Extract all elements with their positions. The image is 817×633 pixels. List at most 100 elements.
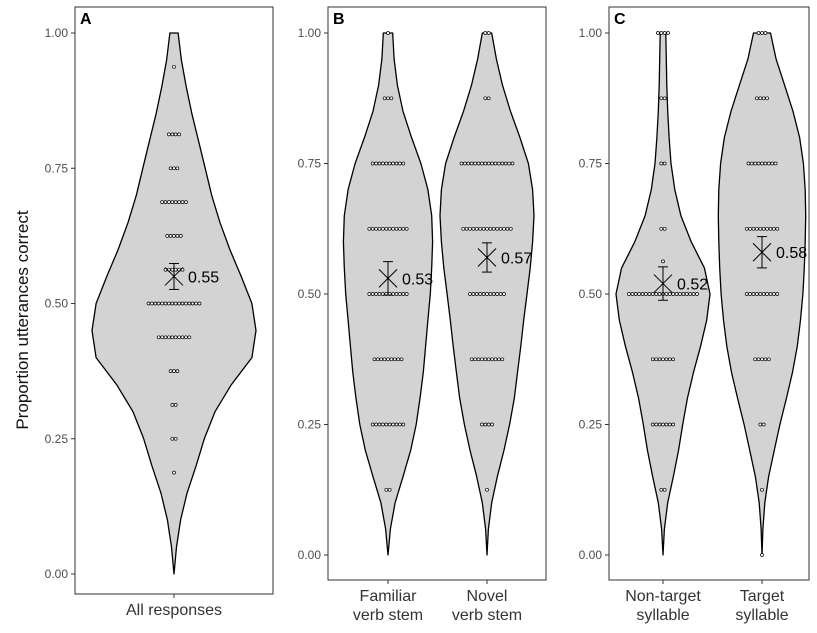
data-point	[178, 234, 183, 238]
data-point	[488, 292, 493, 296]
data-point	[756, 357, 761, 362]
data-point	[657, 292, 662, 296]
y-tick-label: 0.75	[45, 161, 69, 175]
data-point	[744, 226, 749, 231]
data-point	[386, 357, 390, 362]
data-point	[684, 292, 689, 296]
data-point	[483, 357, 488, 362]
data-point	[387, 161, 392, 166]
data-point	[398, 422, 402, 427]
data-point	[172, 470, 176, 475]
data-point	[172, 369, 176, 373]
data-point	[773, 161, 778, 166]
data-point	[384, 487, 389, 492]
data-point	[483, 31, 488, 35]
data-point	[678, 292, 682, 296]
data-point	[381, 422, 385, 427]
data-point	[760, 357, 764, 362]
data-point	[170, 436, 175, 441]
data-point	[389, 357, 394, 362]
data-point	[173, 436, 178, 441]
data-point	[190, 301, 195, 306]
data-point	[466, 161, 471, 166]
x-category-label: Non-target syllable	[625, 588, 701, 624]
data-point	[398, 292, 402, 296]
y-tick-label: 0.50	[298, 287, 322, 301]
data-point	[160, 335, 164, 340]
data-point	[398, 161, 402, 166]
mean-marker	[164, 267, 184, 286]
data-point	[661, 259, 665, 264]
data-point	[671, 357, 676, 362]
data-point	[167, 132, 171, 137]
data-point	[386, 31, 390, 35]
data-point	[367, 226, 372, 231]
x-category-label: Target syllable	[735, 588, 788, 624]
mean-label: 0.55	[188, 269, 219, 286]
data-point	[495, 292, 500, 296]
data-point	[401, 422, 406, 427]
data-point	[177, 335, 181, 340]
data-point	[681, 292, 686, 296]
data-point	[661, 357, 665, 362]
data-point	[500, 161, 505, 166]
data-point	[384, 226, 389, 231]
data-point	[659, 161, 664, 166]
data-point	[177, 200, 181, 204]
data-point	[647, 292, 652, 296]
data-point	[374, 226, 378, 231]
data-point	[377, 161, 382, 166]
data-point	[394, 292, 399, 296]
data-point	[772, 226, 776, 231]
data-point	[187, 335, 192, 340]
y-tick-label: 0.00	[298, 548, 322, 562]
data-point	[377, 292, 382, 296]
data-point	[480, 357, 484, 362]
data-point	[177, 132, 181, 137]
data-point	[389, 96, 394, 101]
data-point	[491, 292, 496, 296]
data-point	[659, 487, 664, 492]
data-point	[630, 292, 635, 296]
data-point	[476, 357, 481, 362]
data-point	[387, 422, 392, 427]
data-point	[372, 357, 377, 362]
data-point	[691, 292, 696, 296]
panel-tag: C	[614, 11, 626, 28]
data-point	[474, 292, 479, 296]
data-point	[170, 403, 175, 407]
data-point	[763, 357, 768, 362]
data-point	[758, 292, 763, 296]
data-point	[473, 357, 477, 362]
data-point	[473, 161, 477, 166]
y-tick-label: 1.00	[298, 26, 322, 40]
data-point	[659, 96, 664, 101]
data-point	[666, 31, 670, 35]
data-point	[394, 161, 399, 166]
data-point	[146, 301, 151, 306]
data-point	[656, 31, 660, 35]
data-point	[744, 292, 749, 296]
data-point	[382, 357, 387, 362]
data-point	[662, 96, 667, 101]
data-point	[399, 357, 404, 362]
data-point	[758, 226, 763, 231]
panel-tag: A	[80, 11, 92, 28]
data-point	[464, 226, 469, 231]
data-point	[184, 301, 188, 306]
data-point	[481, 226, 486, 231]
data-point	[173, 267, 178, 272]
data-point	[749, 161, 754, 166]
data-point	[695, 292, 699, 296]
data-point	[483, 161, 488, 166]
data-point	[167, 301, 171, 306]
y-axis-label: Proportion utterances correct	[13, 210, 32, 429]
data-point	[502, 226, 506, 231]
data-point	[755, 226, 759, 231]
data-point	[180, 335, 185, 340]
data-point	[671, 292, 676, 296]
data-point	[173, 403, 178, 407]
y-tick-label: 0.75	[298, 157, 322, 171]
data-point	[490, 161, 494, 166]
data-point	[163, 301, 168, 306]
